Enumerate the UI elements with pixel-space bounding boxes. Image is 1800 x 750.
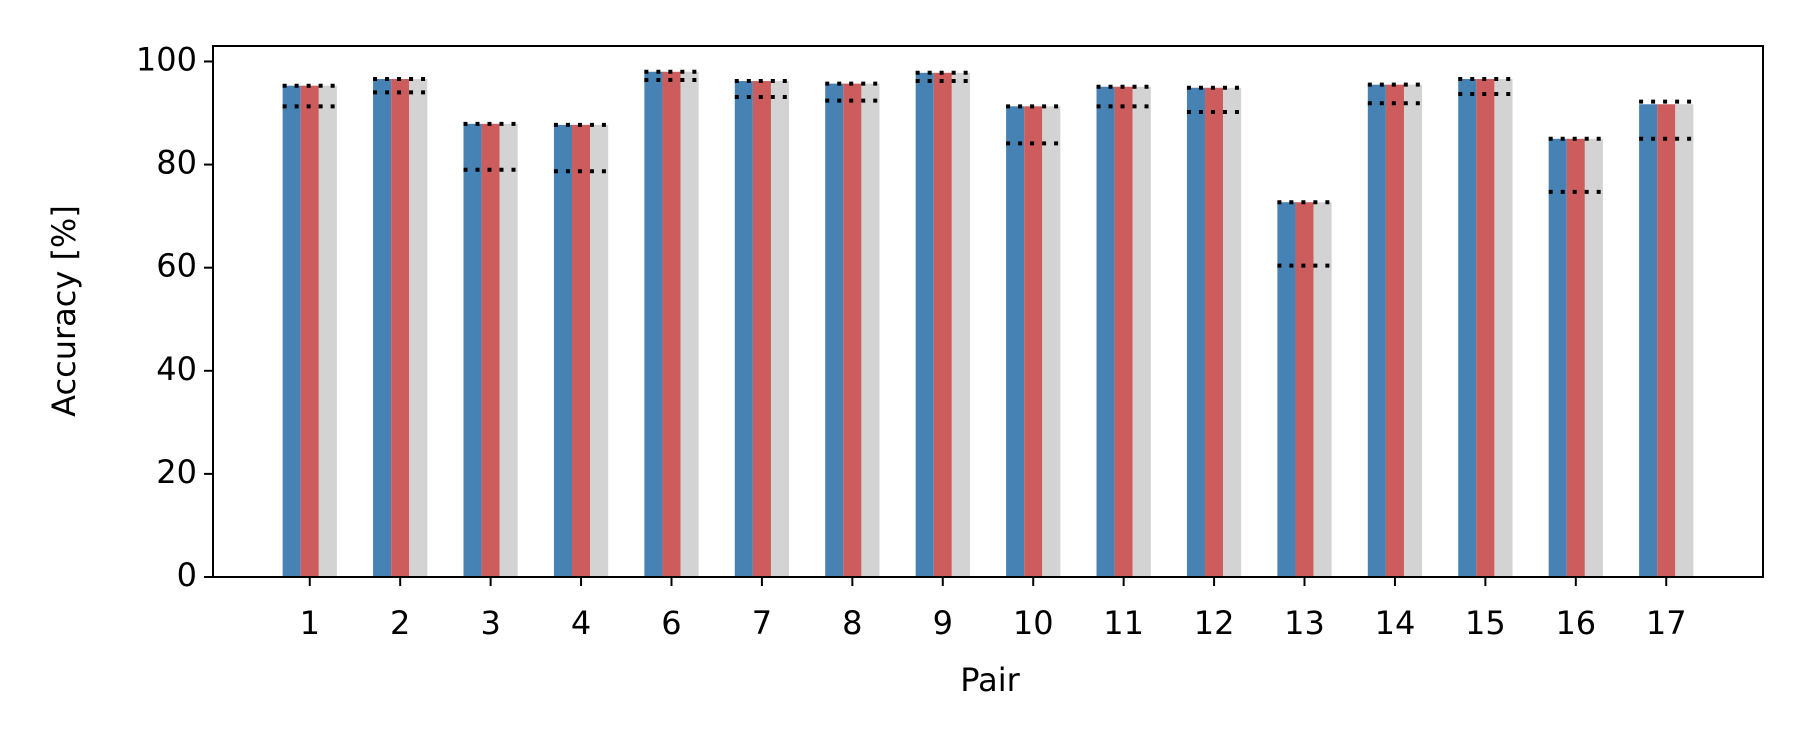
bar (951, 72, 970, 577)
bar (1205, 87, 1224, 578)
bar (1566, 138, 1585, 577)
bar (1494, 78, 1513, 577)
y-tick-label: 100 (136, 40, 197, 78)
plot-frame (212, 45, 1764, 578)
bar (373, 78, 392, 577)
bar (391, 78, 410, 577)
x-tick-label: 2 (390, 604, 410, 642)
bar (1186, 87, 1206, 578)
bar (1132, 86, 1151, 578)
bar (463, 123, 482, 577)
x-tick-label: 9 (933, 604, 953, 642)
x-tick-label: 15 (1465, 604, 1506, 642)
x-tick-label: 12 (1194, 604, 1235, 642)
bar (933, 72, 952, 577)
bar (409, 78, 428, 577)
bar (1114, 86, 1133, 578)
x-tick-label: 1 (300, 604, 320, 642)
bar (1096, 86, 1115, 578)
bar (481, 123, 500, 577)
bar (1675, 104, 1694, 577)
bar (1476, 78, 1495, 577)
bar (282, 85, 301, 578)
bar (1548, 138, 1567, 577)
bar (1223, 87, 1242, 578)
bar (318, 85, 337, 578)
bar (553, 124, 573, 577)
bar (1657, 104, 1676, 577)
x-tick-label: 16 (1555, 604, 1596, 642)
bar (770, 81, 790, 578)
x-tick-label: 6 (661, 604, 681, 642)
bar (1295, 202, 1314, 578)
x-tick-label: 3 (480, 604, 500, 642)
x-tick-label: 11 (1103, 604, 1144, 642)
bar (1403, 84, 1423, 578)
bar (1385, 84, 1404, 578)
bar (843, 83, 862, 578)
bar (861, 83, 880, 578)
bar (1024, 106, 1043, 577)
x-tick-label: 4 (571, 604, 591, 642)
y-tick-label: 40 (156, 350, 197, 388)
bar (752, 81, 771, 578)
bar (915, 72, 934, 577)
y-axis-label: Accuracy [%] (45, 205, 83, 417)
bar (662, 71, 681, 577)
bar (499, 123, 518, 577)
bar (590, 124, 609, 577)
x-axis-label: Pair (960, 661, 1020, 699)
y-tick-label: 0 (177, 556, 197, 594)
bar (1006, 106, 1025, 577)
bar (825, 83, 844, 578)
bar (1584, 138, 1603, 577)
x-tick-label: 10 (1013, 604, 1054, 642)
bar (644, 71, 663, 577)
bar (1042, 106, 1061, 577)
bar (1639, 104, 1658, 577)
bar (300, 85, 319, 578)
x-tick-label: 14 (1375, 604, 1416, 642)
bar (734, 81, 753, 578)
y-tick-label: 60 (156, 247, 197, 285)
bar (1367, 84, 1386, 578)
x-tick-label: 7 (752, 604, 772, 642)
y-tick-label: 20 (156, 453, 197, 491)
bar (1277, 202, 1296, 578)
x-tick-label: 17 (1646, 604, 1687, 642)
bar (680, 71, 699, 577)
bar (572, 124, 591, 577)
bar (1313, 202, 1332, 578)
x-tick-label: 13 (1284, 604, 1325, 642)
x-tick-label: 8 (842, 604, 862, 642)
bar (1458, 78, 1477, 577)
y-tick-label: 80 (156, 144, 197, 182)
